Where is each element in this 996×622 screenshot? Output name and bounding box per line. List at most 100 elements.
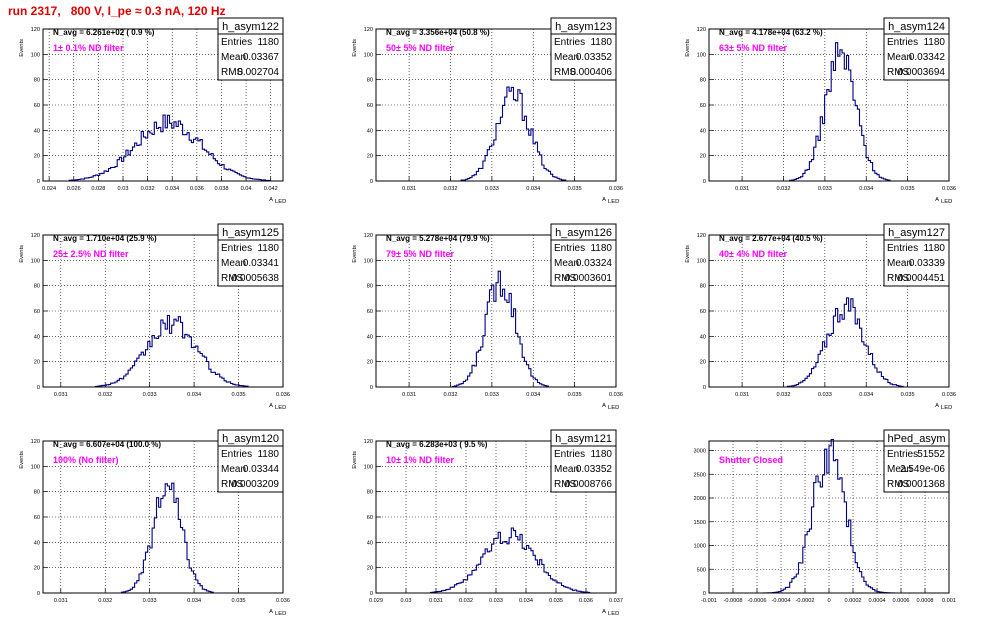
- stats-label: Entries: [221, 243, 252, 254]
- y-tick-label: 1500: [694, 520, 706, 526]
- stats-value: 0.0003694: [898, 67, 946, 78]
- y-tick-label: 0: [37, 591, 40, 597]
- x-tick-label: 0.034: [859, 392, 873, 398]
- x-tick-label: 0.031: [735, 392, 749, 398]
- y-tick-label: 20: [700, 360, 706, 366]
- y-tick-label: 120: [364, 27, 373, 33]
- filter-annotation: 25± 2.5% ND filter: [53, 249, 129, 259]
- y-tick-label: 40: [367, 128, 373, 134]
- y-tick-label: 100: [364, 52, 373, 58]
- stats-box: [550, 33, 617, 81]
- y-tick-label: 0: [703, 591, 706, 597]
- stats-value: 0.03339: [909, 258, 946, 269]
- plot-frame: [42, 28, 284, 182]
- y-tick-label: 60: [367, 103, 373, 109]
- y-tick-label: 60: [367, 515, 373, 521]
- navg-annotation: N_avg = 6.283e+03 ( 9.5 %): [386, 440, 488, 449]
- filter-annotation: Shutter Closed: [719, 455, 783, 465]
- histogram-bars: [376, 527, 616, 594]
- plot-frame: [375, 440, 617, 594]
- y-tick-label: 80: [34, 284, 40, 290]
- y-tick-label: 80: [34, 490, 40, 496]
- stats-label: Entries: [221, 37, 252, 48]
- y-tick-label: 1000: [694, 544, 706, 550]
- stats-value: 0.0003209: [232, 479, 280, 490]
- plot-frame: [42, 440, 284, 594]
- y-tick-label: 100: [31, 464, 40, 470]
- x-tick-label: 0.029: [369, 598, 383, 604]
- x-tick-label: 0.035: [232, 392, 246, 398]
- x-tick-label: 0.033: [818, 186, 832, 192]
- y-tick-label: 0: [703, 179, 706, 185]
- y-tick-label: 20: [700, 154, 706, 160]
- stats-value: 0.03352: [576, 52, 613, 63]
- y-tick-label: 40: [367, 334, 373, 340]
- stats-value: 0.0005638: [232, 273, 280, 284]
- y-tick-label: 0: [37, 385, 40, 391]
- stats-label: Entries: [887, 37, 918, 48]
- y-tick-label: 60: [367, 309, 373, 315]
- histogram-bars: [376, 270, 616, 388]
- histogram-panel-h_asym121: 0.029 0.03 0.031 0.032 0.033 0.034 0.035 0.036 0…: [352, 429, 623, 617]
- navg-annotation: N_avg = 4.178e+04 (63.2 %): [719, 28, 823, 37]
- filter-annotation: 40± 4% ND filter: [719, 249, 787, 259]
- y-tick-label: 100: [31, 52, 40, 58]
- y-tick-label: 20: [367, 154, 373, 160]
- x-tick-label: 0.036: [942, 186, 956, 192]
- stats-box: [883, 445, 950, 493]
- stats-value: 0.03341: [243, 258, 280, 269]
- x-tick-label: 0.036: [942, 392, 956, 398]
- stats-label: Entries: [554, 37, 585, 48]
- x-tick-label: 0.035: [568, 186, 582, 192]
- y-tick-label: 2000: [694, 496, 706, 502]
- y-tick-label: 120: [364, 439, 373, 445]
- histogram-bars: [43, 482, 283, 594]
- stats-label: Mean: [221, 52, 246, 63]
- x-tick-label: -0.0004: [772, 598, 791, 604]
- x-tick-label: 0.032: [443, 186, 457, 192]
- x-axis-label-sub: LED: [941, 405, 952, 411]
- y-tick-label: 60: [700, 309, 706, 315]
- y-axis-label: Events: [19, 39, 25, 57]
- y-tick-label: 20: [34, 154, 40, 160]
- y-tick-label: 80: [700, 284, 706, 290]
- y-tick-label: 40: [367, 540, 373, 546]
- x-tick-label: 0.024: [42, 186, 56, 192]
- y-tick-label: 20: [34, 360, 40, 366]
- stats-value: 0.03344: [243, 464, 280, 475]
- x-tick-label: 0.0008: [916, 598, 933, 604]
- x-tick-label: 0.033: [489, 598, 503, 604]
- stats-title: h_asym125: [222, 227, 279, 239]
- y-tick-label: 100: [697, 258, 706, 264]
- x-tick-label: 0.0004: [868, 598, 885, 604]
- stats-box: [883, 33, 950, 81]
- y-tick-label: 80: [34, 78, 40, 84]
- histogram-panel-h_asym120: 0.031 0.032 0.033 0.034 0.035 0.036 0 20 40 60 80 1…: [19, 429, 290, 617]
- y-tick-label: 0: [370, 591, 373, 597]
- stats-label: Mean: [554, 52, 579, 63]
- stats-value: 1180: [923, 243, 945, 254]
- x-tick-label: 0.032: [98, 598, 112, 604]
- y-tick-label: 40: [34, 540, 40, 546]
- x-tick-label: 0.033: [143, 598, 157, 604]
- x-tick-label: 0.032: [776, 392, 790, 398]
- navg-annotation: N_avg = 6.607e+04 (100.0 %): [53, 440, 161, 449]
- histogram-bars: [376, 86, 616, 182]
- plot-frame: [708, 234, 950, 388]
- x-tick-label: 0.026: [67, 186, 81, 192]
- histogram-panel-hPed_asym: -0.001 -0.0008 -0.0006 -0.0004 -0.0002 0 0.000…: [694, 429, 956, 604]
- y-tick-label: 120: [364, 233, 373, 239]
- y-tick-label: 60: [34, 515, 40, 521]
- x-tick-label: 0.032: [98, 392, 112, 398]
- x-tick-label: 0.038: [214, 186, 228, 192]
- x-tick-label: 0.033: [818, 392, 832, 398]
- stats-value: 0.000406: [570, 67, 612, 78]
- y-tick-label: 100: [697, 52, 706, 58]
- stats-label: Mean: [221, 258, 246, 269]
- x-tick-label: 0.0006: [892, 598, 909, 604]
- y-tick-label: 60: [34, 103, 40, 109]
- plot-frame: [375, 234, 617, 388]
- y-tick-label: 60: [700, 103, 706, 109]
- x-axis-label: A: [935, 403, 939, 409]
- y-tick-label: 0: [370, 179, 373, 185]
